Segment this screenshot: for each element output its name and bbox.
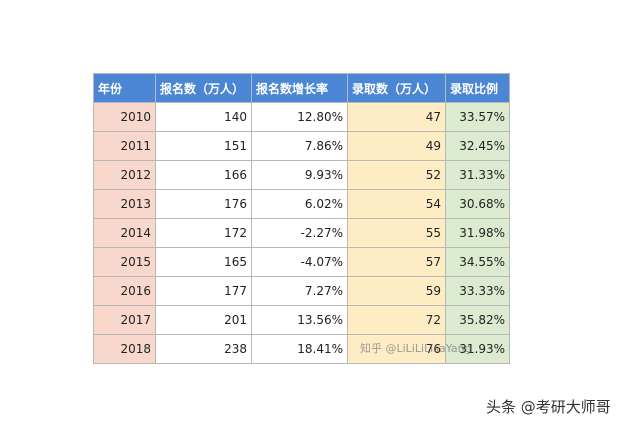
header-year: 年份 (93, 73, 156, 103)
year-cell: 2011 (93, 131, 156, 161)
table-row: 2011 151 7.86% 49 32.45% (93, 131, 510, 161)
rate-cell: 33.33% (445, 276, 510, 306)
header-registration-growth: 报名数增长率 (251, 73, 348, 103)
growth-cell: 9.93% (251, 160, 348, 190)
growth-cell: 7.86% (251, 131, 348, 161)
rate-cell: 30.68% (445, 189, 510, 219)
admissions-cell: 59 (347, 276, 446, 306)
registrations-cell: 176 (155, 189, 252, 219)
rate-cell: 34.55% (445, 247, 510, 277)
admissions-cell: 54 (347, 189, 446, 219)
registrations-cell: 238 (155, 334, 252, 364)
admission-table: 年份 报名数（万人） 报名数增长率 录取数（万人） 录取比例 2010 140 12… (93, 73, 510, 364)
registrations-cell: 166 (155, 160, 252, 190)
admissions-cell: 49 (347, 131, 446, 161)
watermark-text: 知乎 @LiLiLiLisaYang (360, 342, 472, 355)
year-cell: 2010 (93, 102, 156, 132)
header-admission-rate: 录取比例 (445, 73, 510, 103)
admissions-cell: 72 (347, 305, 446, 335)
year-cell: 2013 (93, 189, 156, 219)
registrations-cell: 140 (155, 102, 252, 132)
registrations-cell: 165 (155, 247, 252, 277)
rate-cell: 33.57% (445, 102, 510, 132)
table-row: 2013 176 6.02% 54 30.68% (93, 189, 510, 219)
registrations-cell: 177 (155, 276, 252, 306)
rate-cell: 31.93% (445, 334, 510, 364)
growth-cell: 7.27% (251, 276, 348, 306)
admissions-cell: 47 (347, 102, 446, 132)
table-row: 2012 166 9.93% 52 31.33% (93, 160, 510, 190)
header-registrations: 报名数（万人） (155, 73, 252, 103)
rate-cell: 31.33% (445, 160, 510, 190)
year-cell: 2014 (93, 218, 156, 248)
table-row: 2010 140 12.80% 47 33.57% (93, 102, 510, 132)
rate-cell: 32.45% (445, 131, 510, 161)
year-cell: 2016 (93, 276, 156, 306)
growth-cell: 6.02% (251, 189, 348, 219)
admissions-cell: 52 (347, 160, 446, 190)
table-row: 2014 172 -2.27% 55 31.98% (93, 218, 510, 248)
year-cell: 2018 (93, 334, 156, 364)
growth-cell: -4.07% (251, 247, 348, 277)
header-row: 年份 报名数（万人） 报名数增长率 录取数（万人） 录取比例 (93, 73, 510, 103)
table-row: 2015 165 -4.07% 57 34.55% (93, 247, 510, 277)
year-cell: 2012 (93, 160, 156, 190)
table-row: 2016 177 7.27% 59 33.33% (93, 276, 510, 306)
growth-cell: 12.80% (251, 102, 348, 132)
admissions-cell: 76 (347, 334, 446, 364)
year-cell: 2017 (93, 305, 156, 335)
table-row: 2017 201 13.56% 72 35.82% (93, 305, 510, 335)
admissions-cell: 55 (347, 218, 446, 248)
registrations-cell: 201 (155, 305, 252, 335)
growth-cell: 18.41% (251, 334, 348, 364)
growth-cell: -2.27% (251, 218, 348, 248)
rate-cell: 35.82% (445, 305, 510, 335)
admissions-cell: 57 (347, 247, 446, 277)
registrations-cell: 151 (155, 131, 252, 161)
rate-cell: 31.98% (445, 218, 510, 248)
year-cell: 2015 (93, 247, 156, 277)
header-admissions: 录取数（万人） (347, 73, 446, 103)
table-row: 2018 238 18.41% 76 31.93% (93, 334, 510, 364)
brand-signature: 头条 @考研大师哥 (486, 398, 611, 416)
growth-cell: 13.56% (251, 305, 348, 335)
registrations-cell: 172 (155, 218, 252, 248)
